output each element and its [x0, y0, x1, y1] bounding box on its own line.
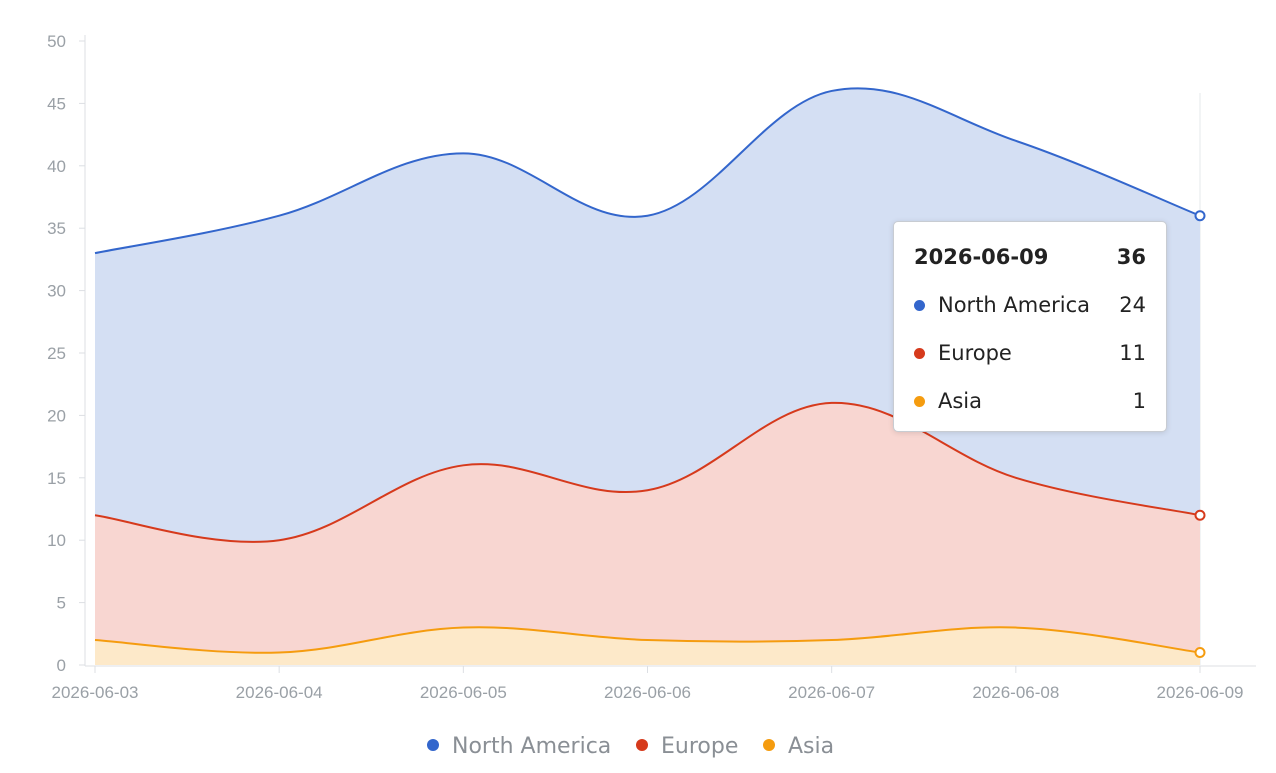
point-asia [1194, 647, 1206, 659]
legend-label-north-america: North America [452, 734, 611, 759]
tooltip-dot-asia [914, 395, 925, 407]
legend-label-asia: Asia [788, 734, 834, 759]
tooltip-value: 11 [1119, 341, 1146, 365]
y-tick-label: 10 [47, 531, 66, 550]
line-north-america [94, 87, 1201, 255]
y-tick-label: 0 [57, 656, 66, 675]
x-tick-label: 2026-06-04 [236, 683, 323, 702]
tooltip-total: 36 [1116, 245, 1146, 269]
y-tick-label: 30 [47, 282, 66, 301]
tooltip-dot-north-america [914, 299, 925, 311]
area-asia [95, 627, 1200, 665]
x-tick-label: 2026-06-03 [52, 683, 139, 702]
point-europe [1194, 509, 1206, 521]
x-tick-label: 2026-06-06 [604, 683, 691, 702]
x-tick-label: 2026-06-05 [420, 683, 507, 702]
legend-dot-north-america [427, 739, 439, 751]
x-tick-label: 2026-06-09 [1157, 683, 1244, 702]
tooltip-value: 1 [1132, 389, 1146, 413]
y-tick-label: 45 [47, 94, 66, 113]
tooltip-row-north-america: North America 24 [914, 291, 1146, 319]
y-tick-label: 40 [47, 157, 66, 176]
y-tick-label: 5 [57, 594, 66, 613]
y-tick-label: 25 [47, 344, 66, 363]
legend-dot-europe [636, 739, 648, 751]
legend-dot-asia [763, 739, 775, 751]
tooltip-header: 2026-06-09 36 [914, 243, 1146, 271]
y-tick-label: 15 [47, 469, 66, 488]
tooltip-row-asia: Asia 1 [914, 387, 1146, 415]
x-tick-label: 2026-06-07 [788, 683, 875, 702]
tooltip-label: Asia [938, 389, 983, 413]
point-north-america [1194, 210, 1206, 222]
data-tooltip: 2026-06-09 36 North America 24 Europe 11… [893, 221, 1167, 432]
tooltip-label: North America [938, 293, 1091, 317]
tooltip-dot-europe [914, 347, 925, 359]
tooltip-value: 24 [1119, 293, 1146, 317]
tooltip-row-europe: Europe 11 [914, 339, 1146, 367]
y-tick-label: 20 [47, 406, 66, 425]
legend-label-europe: Europe [661, 734, 738, 759]
tooltip-date: 2026-06-09 [914, 245, 1049, 269]
line-asia [94, 626, 1201, 654]
y-tick-label: 35 [47, 219, 66, 238]
y-tick-label: 50 [47, 32, 66, 51]
x-tick-label: 2026-06-08 [972, 683, 1059, 702]
line-europe [94, 401, 1201, 543]
area-europe [95, 402, 1200, 653]
tooltip-label: Europe [938, 341, 1012, 365]
